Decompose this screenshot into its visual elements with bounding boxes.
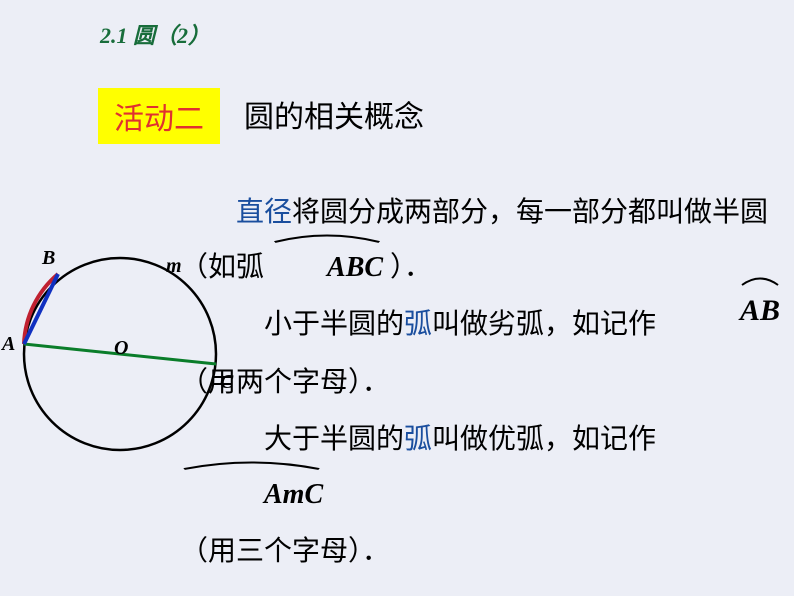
point-label-o: O: [114, 337, 128, 359]
p2-text-mid: 叫做劣弧，如记作: [432, 309, 656, 340]
paragraph-3: 大于半圆的弧叫做优弧，如记作 AmC: [180, 413, 780, 521]
page-title: 2.1 圆（2）: [100, 18, 210, 50]
activity-badge: 活动二: [98, 88, 220, 144]
p3-tail-text: （用三个字母）．: [180, 536, 390, 567]
point-label-m: m: [166, 255, 182, 277]
keyword-arc-1: 弧: [404, 309, 432, 340]
circle-diagram: A B C m O: [0, 236, 240, 476]
p1-text-post: ）．: [383, 252, 432, 283]
arc-notation-ab: AB: [740, 282, 780, 339]
arc-label-amc: AmC: [264, 479, 323, 510]
p3-text-mid: 叫做优弧，如记作: [432, 424, 656, 455]
arc-label-ab: AB: [740, 294, 780, 327]
keyword-arc-2: 弧: [404, 424, 432, 455]
arc-hat-icon: [271, 233, 383, 243]
paragraph-1: 直径将圆分成两部分，每一部分都叫做半圆（如弧 ABC ）．: [180, 186, 780, 294]
paragraph-2: 小于半圆的弧叫做劣弧，如记作: [180, 298, 780, 351]
p3-text-pre: 大于半圆的: [264, 424, 404, 455]
chord-ab: [24, 274, 58, 344]
point-label-a: A: [0, 333, 15, 355]
keyword-diameter: 直径: [236, 197, 292, 228]
arc-hat-icon: [740, 276, 780, 286]
point-label-b: B: [41, 247, 55, 269]
arc-label-abc: ABC: [327, 252, 383, 283]
p2-text-pre: 小于半圆的: [264, 309, 404, 340]
paragraph-3-tail: （用三个字母）．: [180, 525, 780, 578]
point-label-c: C: [220, 371, 234, 393]
content-body: 直径将圆分成两部分，每一部分都叫做半圆（如弧 ABC ）． 小于半圆的弧叫做劣弧…: [180, 186, 780, 582]
arc-notation-abc: ABC: [271, 239, 383, 294]
section-subtitle: 圆的相关概念: [244, 92, 424, 136]
paragraph-2-tail: （用两个字母）．: [180, 356, 780, 409]
